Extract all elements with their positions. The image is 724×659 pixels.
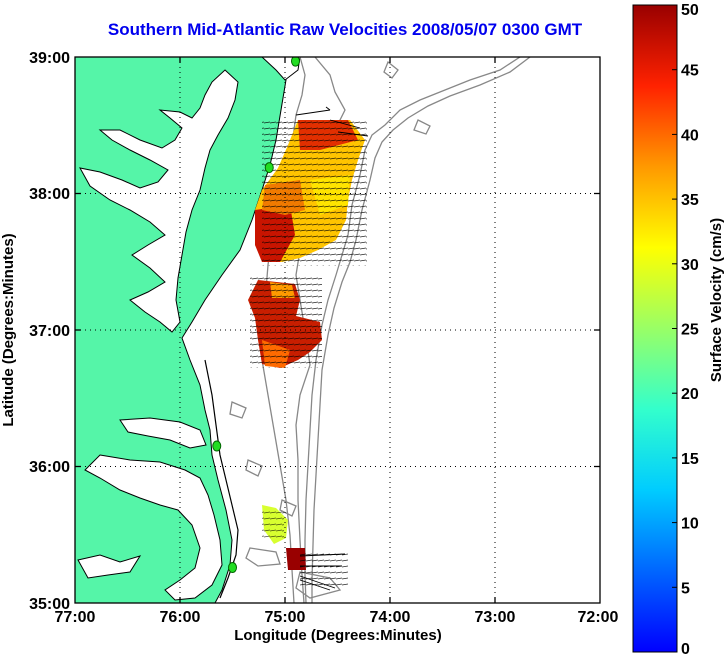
velocity-vectors (250, 106, 369, 591)
colorbar-tick-label: 15 (681, 451, 699, 468)
colorbar-tick-label: 20 (681, 386, 699, 403)
x-tick-label: 77:00 (55, 609, 96, 626)
station-marker (212, 440, 222, 452)
colorbar-tick-label: 0 (681, 641, 690, 658)
y-axis-label: Latitude (Degrees:Minutes) (0, 233, 17, 426)
y-tick-label: 37:00 (29, 323, 70, 340)
colorbar-ticks: 0 5 10 15 20 25 30 35 40 45 50 (672, 2, 699, 658)
delaware-bay (261, 57, 301, 81)
y-tick-label: 35:00 (29, 596, 70, 613)
station-marker (228, 562, 237, 574)
x-tick-label: 75:00 (265, 609, 306, 626)
albemarle-sound (119, 417, 207, 449)
map-title: Southern Mid-Atlantic Raw Velocities 200… (107, 20, 583, 39)
station-marker (291, 57, 300, 67)
y-tick-label: 36:00 (29, 459, 70, 476)
station-marker (264, 162, 274, 174)
x-tick-label: 76:00 (160, 609, 201, 626)
colorbar-tick-label: 50 (681, 2, 699, 19)
colorbar-tick-label: 35 (681, 192, 699, 209)
colorbar-tick-label: 30 (681, 257, 699, 274)
colorbar-tick-label: 40 (681, 127, 699, 144)
colorbar-tick-label: 25 (681, 322, 699, 339)
colorbar-label: Surface Velocity (cm/s) (708, 218, 724, 382)
colorbar-tick-label: 5 (681, 580, 690, 597)
axis-ticks (75, 57, 600, 603)
inland-river (77, 554, 142, 579)
colorbar-tick-label: 10 (681, 516, 699, 533)
x-tick-label: 73:00 (475, 609, 516, 626)
x-axis-label: Longitude (Degrees:Minutes) (234, 627, 442, 644)
colorbar (632, 4, 678, 653)
y-tick-label: 39:00 (29, 50, 70, 67)
x-tick-label: 74:00 (370, 609, 411, 626)
pamlico-sound (84, 454, 223, 601)
station-markers (212, 57, 300, 574)
y-tick-label: 38:00 (29, 186, 70, 203)
grid-lines (75, 57, 600, 603)
colorbar-tick-label: 45 (681, 63, 699, 80)
x-tick-label: 72:00 (578, 609, 619, 626)
